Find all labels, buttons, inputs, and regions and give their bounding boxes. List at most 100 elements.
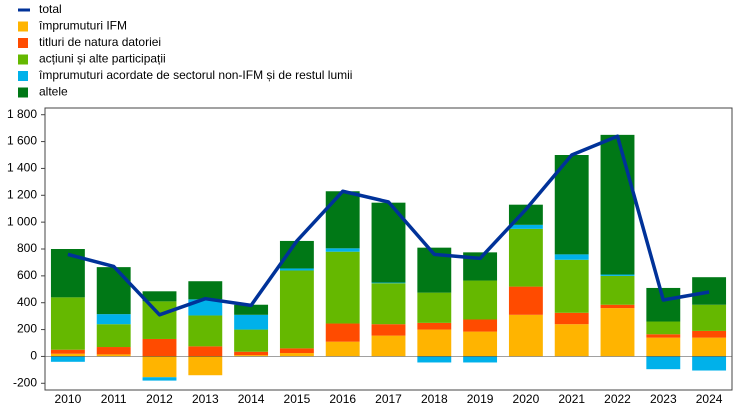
- x-tick-label: 2015: [284, 392, 311, 406]
- y-tick-label: 1 200: [7, 187, 37, 201]
- bar-segment: [371, 324, 406, 336]
- x-tick-label: 2021: [558, 392, 585, 406]
- bar-segment: [188, 346, 223, 357]
- y-tick-label: 800: [17, 241, 37, 255]
- bar-segment: [188, 281, 223, 300]
- bar-segment: [554, 155, 589, 255]
- bar-segment: [692, 330, 727, 338]
- bar-segment: [371, 282, 406, 284]
- bar-segment: [96, 354, 131, 357]
- bar-segment: [142, 356, 177, 378]
- x-tick-label: 2023: [650, 392, 677, 406]
- bar-segment: [50, 356, 85, 362]
- bar-segment: [692, 337, 727, 357]
- legend-swatch: [18, 71, 28, 81]
- x-tick-label: 2024: [696, 392, 723, 406]
- x-tick-label: 2019: [467, 392, 494, 406]
- bar-segment: [646, 356, 681, 370]
- bar-segment: [463, 319, 498, 332]
- legend-label: acțiuni și alte participații: [39, 52, 166, 66]
- bar-segment: [417, 356, 452, 363]
- bar-segment: [692, 277, 727, 305]
- bar-segment: [279, 348, 314, 354]
- legend-label: împrumuturi acordate de sectorul non-IFM…: [38, 68, 352, 82]
- bar-segment: [50, 353, 85, 357]
- bar-segment: [188, 356, 223, 376]
- bar-segment: [142, 338, 177, 357]
- bar-segment: [600, 304, 635, 309]
- y-tick-label: 1 000: [7, 214, 37, 228]
- y-tick-label: 1 400: [7, 161, 37, 175]
- x-tick-label: 2013: [192, 392, 219, 406]
- y-tick-label: 1 800: [7, 107, 37, 121]
- legend-label: titluri de natura datoriei: [39, 35, 161, 49]
- x-tick-label: 2018: [421, 392, 448, 406]
- x-tick-label: 2014: [238, 392, 265, 406]
- legend-swatch: [18, 38, 28, 48]
- bar-segment: [96, 314, 131, 325]
- bar-segment: [188, 315, 223, 347]
- bar-segment: [646, 334, 681, 338]
- bar-segment: [600, 275, 635, 305]
- x-tick-label: 2016: [329, 392, 356, 406]
- bar-segment: [417, 322, 452, 330]
- x-tick-label: 2010: [55, 392, 82, 406]
- bar-segment: [508, 224, 543, 229]
- y-tick-label: 600: [17, 268, 37, 282]
- bar-segment: [600, 308, 635, 357]
- y-tick-label: 1 600: [7, 134, 37, 148]
- bar-segment: [234, 329, 269, 352]
- bar-segment: [279, 268, 314, 271]
- bar-segment: [234, 355, 269, 357]
- bar-segment: [554, 324, 589, 357]
- bar-segment: [142, 291, 177, 302]
- y-tick-label: 400: [17, 295, 37, 309]
- bar-segment: [508, 314, 543, 357]
- bar-segment: [554, 312, 589, 325]
- bar-segment: [646, 287, 681, 322]
- bar-segment: [463, 331, 498, 357]
- legend-label: total: [39, 2, 62, 16]
- bar-segment: [142, 301, 177, 339]
- legend-swatch: [18, 87, 28, 98]
- bar-segment: [508, 286, 543, 315]
- bar-segment: [325, 191, 360, 249]
- y-tick-label: -200: [13, 375, 37, 389]
- legend-swatch: [18, 54, 28, 65]
- bar-segment: [96, 267, 131, 315]
- bar-segment: [96, 347, 131, 355]
- bar-segment: [646, 321, 681, 335]
- bar-segment: [50, 297, 85, 350]
- bar-segment: [371, 283, 406, 325]
- bar-segment: [692, 304, 727, 331]
- x-tick-label: 2020: [513, 392, 540, 406]
- bar-segment: [325, 323, 360, 342]
- bar-segment: [50, 349, 85, 354]
- bar-segment: [279, 270, 314, 349]
- bar-segment: [417, 292, 452, 323]
- bar-segment: [279, 353, 314, 357]
- bar-segment: [554, 254, 589, 260]
- bar-segment: [142, 377, 177, 381]
- bar-segment: [325, 341, 360, 357]
- bar-segment: [692, 356, 727, 371]
- total-line: [67, 134, 710, 317]
- bar-segment: [463, 280, 498, 320]
- bar-segment: [600, 134, 635, 275]
- bar-segment: [508, 228, 543, 287]
- bar-segment: [600, 274, 635, 276]
- x-tick-label: 2011: [101, 392, 127, 406]
- x-tick-label: 2017: [375, 392, 402, 406]
- bar-segment: [371, 335, 406, 357]
- bar-segment: [554, 259, 589, 313]
- bar-segment: [463, 356, 498, 363]
- bar-segment: [234, 304, 269, 315]
- x-tick-label: 2012: [146, 392, 173, 406]
- bar-segment: [234, 351, 269, 356]
- bar-segment: [325, 248, 360, 252]
- y-tick-label: 0: [30, 349, 37, 363]
- legend-label: împrumuturi IFM: [38, 19, 127, 33]
- legend-label: altele: [39, 85, 68, 99]
- legend-swatch: [18, 21, 28, 32]
